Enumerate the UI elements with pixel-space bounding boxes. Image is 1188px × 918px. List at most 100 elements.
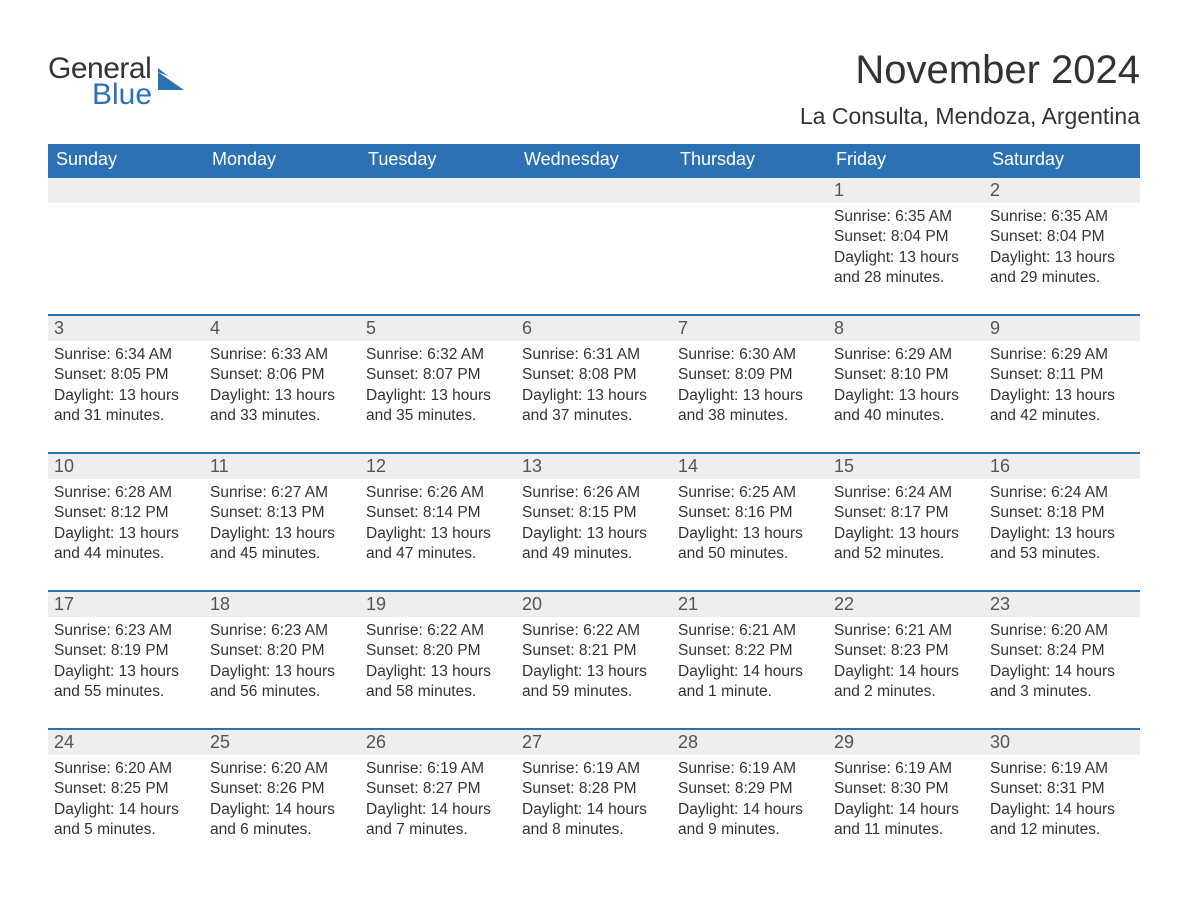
week-row: 10Sunrise: 6:28 AMSunset: 8:12 PMDayligh… <box>48 452 1140 576</box>
day-number: 27 <box>516 730 672 755</box>
day-cell: 7Sunrise: 6:30 AMSunset: 8:09 PMDaylight… <box>672 316 828 438</box>
day-details: Sunrise: 6:23 AMSunset: 8:19 PMDaylight:… <box>48 617 204 707</box>
day-sunset: Sunset: 8:11 PM <box>990 365 1134 385</box>
day-sunrise: Sunrise: 6:29 AM <box>990 345 1134 365</box>
day-sunset: Sunset: 8:26 PM <box>210 779 354 799</box>
day-cell: 27Sunrise: 6:19 AMSunset: 8:28 PMDayligh… <box>516 730 672 852</box>
day-number: 12 <box>360 454 516 479</box>
day-daylight1: Daylight: 14 hours <box>522 800 666 820</box>
day-cell: 2Sunrise: 6:35 AMSunset: 8:04 PMDaylight… <box>984 178 1140 300</box>
day-daylight1: Daylight: 13 hours <box>678 386 822 406</box>
day-cell: 9Sunrise: 6:29 AMSunset: 8:11 PMDaylight… <box>984 316 1140 438</box>
day-cell: 10Sunrise: 6:28 AMSunset: 8:12 PMDayligh… <box>48 454 204 576</box>
day-cell: 25Sunrise: 6:20 AMSunset: 8:26 PMDayligh… <box>204 730 360 852</box>
day-daylight1: Daylight: 13 hours <box>210 662 354 682</box>
day-sunrise: Sunrise: 6:23 AM <box>54 621 198 641</box>
day-daylight2: and 44 minutes. <box>54 544 198 564</box>
day-sunset: Sunset: 8:27 PM <box>366 779 510 799</box>
day-sunset: Sunset: 8:15 PM <box>522 503 666 523</box>
day-number: 20 <box>516 592 672 617</box>
day-sunrise: Sunrise: 6:35 AM <box>990 207 1134 227</box>
day-sunrise: Sunrise: 6:21 AM <box>678 621 822 641</box>
day-sunset: Sunset: 8:21 PM <box>522 641 666 661</box>
day-sunset: Sunset: 8:13 PM <box>210 503 354 523</box>
day-daylight2: and 9 minutes. <box>678 820 822 840</box>
day-cell: 6Sunrise: 6:31 AMSunset: 8:08 PMDaylight… <box>516 316 672 438</box>
day-number: 7 <box>672 316 828 341</box>
day-sunset: Sunset: 8:30 PM <box>834 779 978 799</box>
day-daylight1: Daylight: 13 hours <box>366 524 510 544</box>
day-daylight2: and 40 minutes. <box>834 406 978 426</box>
day-number: 29 <box>828 730 984 755</box>
day-daylight2: and 28 minutes. <box>834 268 978 288</box>
day-cell: 3Sunrise: 6:34 AMSunset: 8:05 PMDaylight… <box>48 316 204 438</box>
day-sunrise: Sunrise: 6:23 AM <box>210 621 354 641</box>
day-daylight2: and 55 minutes. <box>54 682 198 702</box>
day-details: Sunrise: 6:22 AMSunset: 8:20 PMDaylight:… <box>360 617 516 707</box>
day-daylight1: Daylight: 14 hours <box>366 800 510 820</box>
day-details: Sunrise: 6:19 AMSunset: 8:28 PMDaylight:… <box>516 755 672 845</box>
day-details: Sunrise: 6:29 AMSunset: 8:10 PMDaylight:… <box>828 341 984 431</box>
day-cell: 16Sunrise: 6:24 AMSunset: 8:18 PMDayligh… <box>984 454 1140 576</box>
day-sunrise: Sunrise: 6:24 AM <box>990 483 1134 503</box>
day-number <box>360 178 516 203</box>
day-cell: 26Sunrise: 6:19 AMSunset: 8:27 PMDayligh… <box>360 730 516 852</box>
day-daylight2: and 2 minutes. <box>834 682 978 702</box>
day-cell: 19Sunrise: 6:22 AMSunset: 8:20 PMDayligh… <box>360 592 516 714</box>
day-details: Sunrise: 6:21 AMSunset: 8:22 PMDaylight:… <box>672 617 828 707</box>
day-sunrise: Sunrise: 6:31 AM <box>522 345 666 365</box>
day-sunrise: Sunrise: 6:19 AM <box>678 759 822 779</box>
day-daylight2: and 1 minute. <box>678 682 822 702</box>
day-cell: 4Sunrise: 6:33 AMSunset: 8:06 PMDaylight… <box>204 316 360 438</box>
day-daylight2: and 12 minutes. <box>990 820 1134 840</box>
day-sunset: Sunset: 8:18 PM <box>990 503 1134 523</box>
day-number: 1 <box>828 178 984 203</box>
location-subtitle: La Consulta, Mendoza, Argentina <box>800 103 1140 130</box>
day-sunset: Sunset: 8:10 PM <box>834 365 978 385</box>
day-sunrise: Sunrise: 6:20 AM <box>54 759 198 779</box>
day-cell: 1Sunrise: 6:35 AMSunset: 8:04 PMDaylight… <box>828 178 984 300</box>
day-number: 22 <box>828 592 984 617</box>
day-sunset: Sunset: 8:09 PM <box>678 365 822 385</box>
day-cell: 14Sunrise: 6:25 AMSunset: 8:16 PMDayligh… <box>672 454 828 576</box>
day-daylight1: Daylight: 13 hours <box>990 248 1134 268</box>
day-daylight2: and 5 minutes. <box>54 820 198 840</box>
day-sunrise: Sunrise: 6:35 AM <box>834 207 978 227</box>
day-daylight2: and 45 minutes. <box>210 544 354 564</box>
day-sunrise: Sunrise: 6:19 AM <box>990 759 1134 779</box>
day-cell <box>672 178 828 300</box>
weekday-header-row: Sunday Monday Tuesday Wednesday Thursday… <box>48 144 1140 176</box>
day-daylight2: and 3 minutes. <box>990 682 1134 702</box>
day-details: Sunrise: 6:24 AMSunset: 8:17 PMDaylight:… <box>828 479 984 569</box>
day-sunrise: Sunrise: 6:19 AM <box>366 759 510 779</box>
day-daylight1: Daylight: 14 hours <box>54 800 198 820</box>
day-details: Sunrise: 6:31 AMSunset: 8:08 PMDaylight:… <box>516 341 672 431</box>
day-number: 14 <box>672 454 828 479</box>
day-daylight2: and 33 minutes. <box>210 406 354 426</box>
day-cell: 22Sunrise: 6:21 AMSunset: 8:23 PMDayligh… <box>828 592 984 714</box>
day-daylight1: Daylight: 14 hours <box>834 800 978 820</box>
day-daylight1: Daylight: 13 hours <box>522 524 666 544</box>
day-daylight2: and 37 minutes. <box>522 406 666 426</box>
day-details: Sunrise: 6:35 AMSunset: 8:04 PMDaylight:… <box>828 203 984 293</box>
day-daylight1: Daylight: 13 hours <box>210 524 354 544</box>
day-daylight2: and 29 minutes. <box>990 268 1134 288</box>
day-sunset: Sunset: 8:20 PM <box>210 641 354 661</box>
day-details: Sunrise: 6:30 AMSunset: 8:09 PMDaylight:… <box>672 341 828 431</box>
day-number <box>672 178 828 203</box>
weekday-header: Saturday <box>984 144 1140 176</box>
day-number: 13 <box>516 454 672 479</box>
day-sunset: Sunset: 8:06 PM <box>210 365 354 385</box>
weeks-container: 1Sunrise: 6:35 AMSunset: 8:04 PMDaylight… <box>48 176 1140 852</box>
day-number: 18 <box>204 592 360 617</box>
day-sunset: Sunset: 8:22 PM <box>678 641 822 661</box>
day-daylight1: Daylight: 13 hours <box>54 662 198 682</box>
day-cell <box>516 178 672 300</box>
day-sunrise: Sunrise: 6:34 AM <box>54 345 198 365</box>
day-daylight1: Daylight: 13 hours <box>522 386 666 406</box>
day-daylight2: and 42 minutes. <box>990 406 1134 426</box>
day-sunset: Sunset: 8:25 PM <box>54 779 198 799</box>
day-details: Sunrise: 6:20 AMSunset: 8:24 PMDaylight:… <box>984 617 1140 707</box>
day-daylight1: Daylight: 13 hours <box>834 386 978 406</box>
day-cell: 12Sunrise: 6:26 AMSunset: 8:14 PMDayligh… <box>360 454 516 576</box>
